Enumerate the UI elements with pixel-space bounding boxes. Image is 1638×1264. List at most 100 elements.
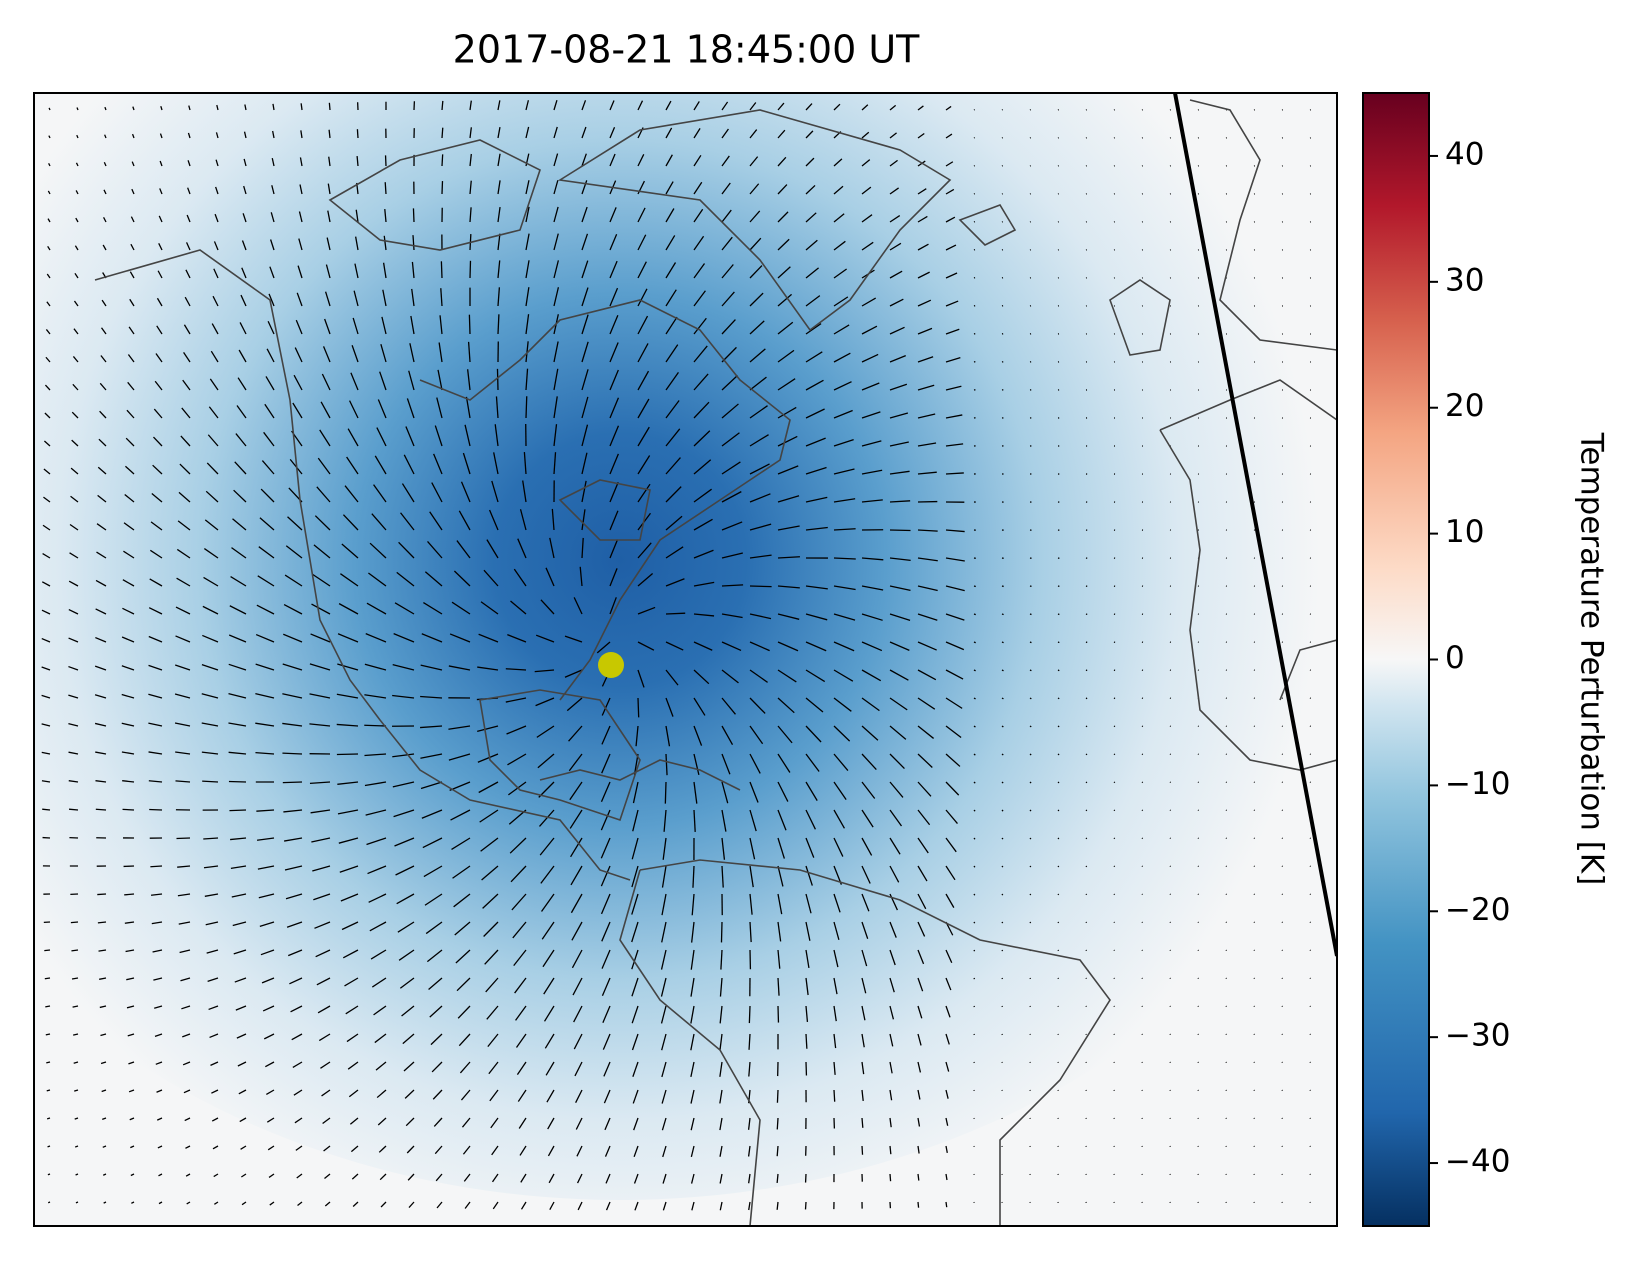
wind-vector (777, 1090, 778, 1103)
wind-vector (526, 396, 527, 418)
wind-vector (974, 866, 975, 867)
wind-vector (1310, 838, 1311, 839)
wind-vector (974, 698, 976, 699)
wind-vector (48, 1202, 50, 1203)
wind-vector (918, 1202, 919, 1208)
colorbar-tick-label: −30 (1445, 1018, 1510, 1054)
wind-vector (1254, 838, 1255, 839)
wind-vector (974, 922, 975, 923)
wind-vector (1114, 670, 1115, 671)
wind-vector (918, 1174, 919, 1181)
wind-vector (777, 1174, 778, 1183)
wind-vector (777, 1146, 778, 1156)
wind-vector (45, 1006, 50, 1007)
wind-vector (1170, 922, 1171, 923)
wind-vector (1030, 894, 1031, 895)
wind-vector (1002, 782, 1003, 783)
wind-vector (890, 1146, 891, 1154)
wind-vector (202, 781, 218, 782)
wind-vector (1002, 642, 1004, 643)
wind-vector (777, 1202, 778, 1210)
wind-vector (1114, 782, 1115, 783)
wind-vector (48, 1146, 50, 1147)
wind-vector (1002, 810, 1003, 811)
wind-vector (1198, 922, 1199, 923)
wind-vector (1058, 950, 1059, 951)
eclipse-center (598, 652, 624, 678)
colorbar-tick-label: −10 (1445, 766, 1510, 802)
wind-vector (1030, 922, 1031, 923)
wind-vector (71, 950, 78, 951)
wind-vector (1086, 754, 1087, 755)
wind-vector (1058, 642, 1059, 643)
wind-vector (1086, 670, 1087, 671)
wind-vector (47, 1090, 50, 1091)
wind-vector (749, 1006, 750, 1023)
wind-vector (364, 725, 386, 726)
wind-vector (1170, 866, 1171, 867)
wind-vector (1030, 810, 1031, 811)
wind-vector (1142, 726, 1143, 727)
wind-vector (1058, 698, 1059, 699)
wind-vector (76, 1202, 78, 1203)
wind-vector (1058, 754, 1059, 755)
wind-vector (1282, 922, 1283, 923)
wind-vector (1254, 950, 1255, 951)
wind-vector (1030, 726, 1031, 727)
wind-vector (76, 1174, 78, 1175)
wind-vector (97, 894, 106, 895)
wind-vector (665, 782, 666, 804)
wind-vector (1310, 950, 1311, 951)
wind-vector (1282, 894, 1283, 895)
colorbar-tick-label: 20 (1445, 388, 1484, 424)
wind-vector (44, 950, 50, 951)
wind-vector (1058, 894, 1059, 895)
wind-vector (1002, 894, 1003, 895)
wind-vector (385, 182, 386, 194)
wind-vector (441, 261, 442, 278)
wind-vector (1254, 894, 1255, 895)
wind-vector (1142, 810, 1143, 811)
wind-vector (1086, 838, 1087, 839)
wind-vector (1310, 978, 1311, 979)
wind-vector (1086, 726, 1087, 727)
wind-vector (46, 1062, 50, 1063)
wind-vector (1002, 726, 1003, 727)
wind-vector (1254, 978, 1255, 979)
wind-vector (1058, 922, 1059, 923)
wind-vector (974, 726, 975, 727)
wind-vector (1086, 866, 1087, 867)
wind-vector (357, 129, 358, 138)
wind-vector (777, 1118, 778, 1129)
wind-vector (1198, 838, 1199, 839)
wind-vector (1142, 782, 1143, 783)
wind-vector (1282, 838, 1283, 839)
wind-vector (1310, 1006, 1311, 1007)
wind-vector (1058, 838, 1059, 839)
wind-vector (1086, 698, 1087, 699)
wind-vector (974, 838, 975, 839)
colorbar (1363, 93, 1429, 1226)
wind-vector (974, 950, 975, 951)
wind-vector (124, 894, 134, 895)
wind-vector (750, 586, 772, 587)
wind-vector (974, 894, 975, 895)
wind-vector (1142, 922, 1143, 923)
wind-vector (1254, 922, 1255, 923)
wind-vector (974, 614, 976, 615)
wind-vector (1114, 726, 1115, 727)
wind-vector (98, 922, 106, 923)
wind-vector (1002, 698, 1003, 699)
wind-vector (862, 1146, 863, 1155)
wind-vector (357, 156, 358, 166)
wind-vector (1030, 642, 1031, 643)
wind-vector (974, 642, 976, 643)
wind-vector (150, 866, 162, 867)
wind-vector (469, 315, 470, 334)
wind-vector (974, 670, 976, 671)
wind-vector (834, 1090, 835, 1102)
wind-vector (890, 530, 911, 531)
wind-vector (96, 809, 106, 810)
wind-vector (1254, 866, 1255, 867)
